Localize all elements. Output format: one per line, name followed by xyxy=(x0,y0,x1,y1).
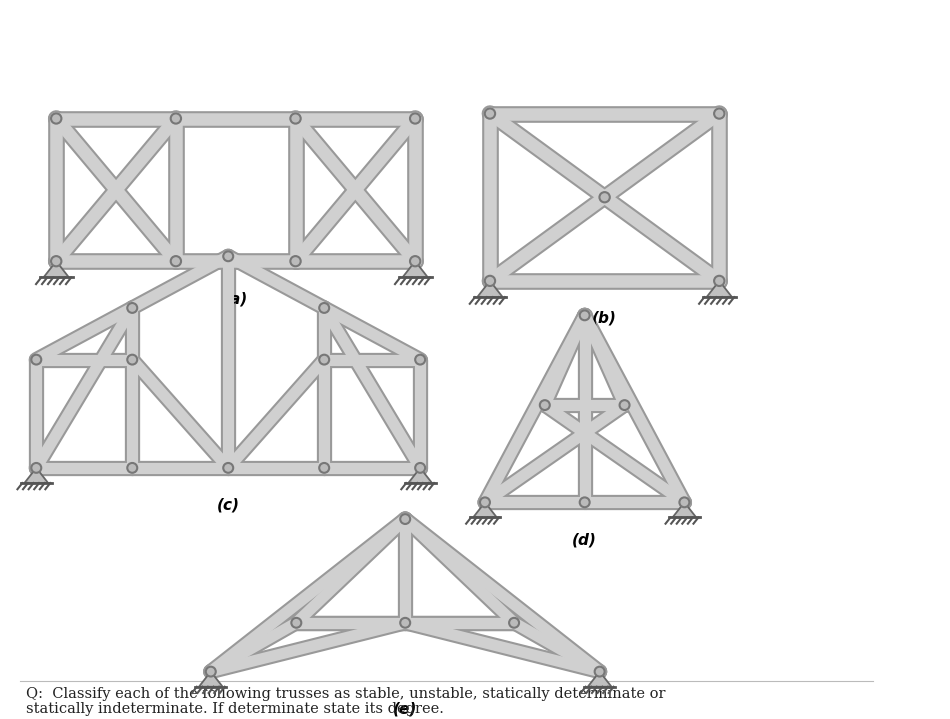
Polygon shape xyxy=(403,261,428,278)
Text: (c): (c) xyxy=(217,498,239,513)
Circle shape xyxy=(714,276,725,286)
Polygon shape xyxy=(707,281,732,297)
Circle shape xyxy=(51,114,62,124)
Circle shape xyxy=(223,252,233,261)
Polygon shape xyxy=(199,672,222,687)
Circle shape xyxy=(619,400,630,410)
Circle shape xyxy=(31,463,41,473)
Circle shape xyxy=(319,354,330,365)
Circle shape xyxy=(400,618,410,628)
Circle shape xyxy=(540,400,550,410)
Circle shape xyxy=(410,256,420,266)
Text: (e): (e) xyxy=(393,702,417,717)
Circle shape xyxy=(410,114,420,124)
Circle shape xyxy=(580,311,590,320)
Circle shape xyxy=(319,303,330,313)
Text: (b): (b) xyxy=(592,311,618,326)
Circle shape xyxy=(714,109,725,119)
Polygon shape xyxy=(588,672,612,687)
Circle shape xyxy=(480,498,490,507)
Circle shape xyxy=(127,354,137,365)
Circle shape xyxy=(292,618,301,628)
Circle shape xyxy=(223,463,233,473)
Circle shape xyxy=(171,114,181,124)
Circle shape xyxy=(580,498,590,507)
Polygon shape xyxy=(25,468,48,483)
Circle shape xyxy=(400,514,410,524)
Circle shape xyxy=(127,303,137,313)
Circle shape xyxy=(415,463,426,473)
Circle shape xyxy=(599,192,610,202)
Circle shape xyxy=(679,498,690,507)
Circle shape xyxy=(319,463,330,473)
Polygon shape xyxy=(473,503,497,518)
Text: Q:  Classify each of the following trusses as stable, unstable, statically deter: Q: Classify each of the following trusse… xyxy=(27,687,666,701)
Circle shape xyxy=(509,618,519,628)
Circle shape xyxy=(484,276,495,286)
Polygon shape xyxy=(44,261,69,278)
Circle shape xyxy=(291,114,301,124)
Circle shape xyxy=(291,256,301,266)
Circle shape xyxy=(51,256,62,266)
Polygon shape xyxy=(673,503,696,518)
Text: statically indeterminate. If determinate state its degree.: statically indeterminate. If determinate… xyxy=(27,702,445,716)
Text: (d): (d) xyxy=(572,532,598,547)
Circle shape xyxy=(171,256,181,266)
Circle shape xyxy=(484,109,495,119)
Circle shape xyxy=(595,667,604,677)
Polygon shape xyxy=(408,468,432,483)
Circle shape xyxy=(206,667,216,677)
Circle shape xyxy=(31,354,41,365)
Polygon shape xyxy=(477,281,503,297)
Circle shape xyxy=(127,463,137,473)
Text: (a): (a) xyxy=(223,291,248,306)
Circle shape xyxy=(415,354,426,365)
